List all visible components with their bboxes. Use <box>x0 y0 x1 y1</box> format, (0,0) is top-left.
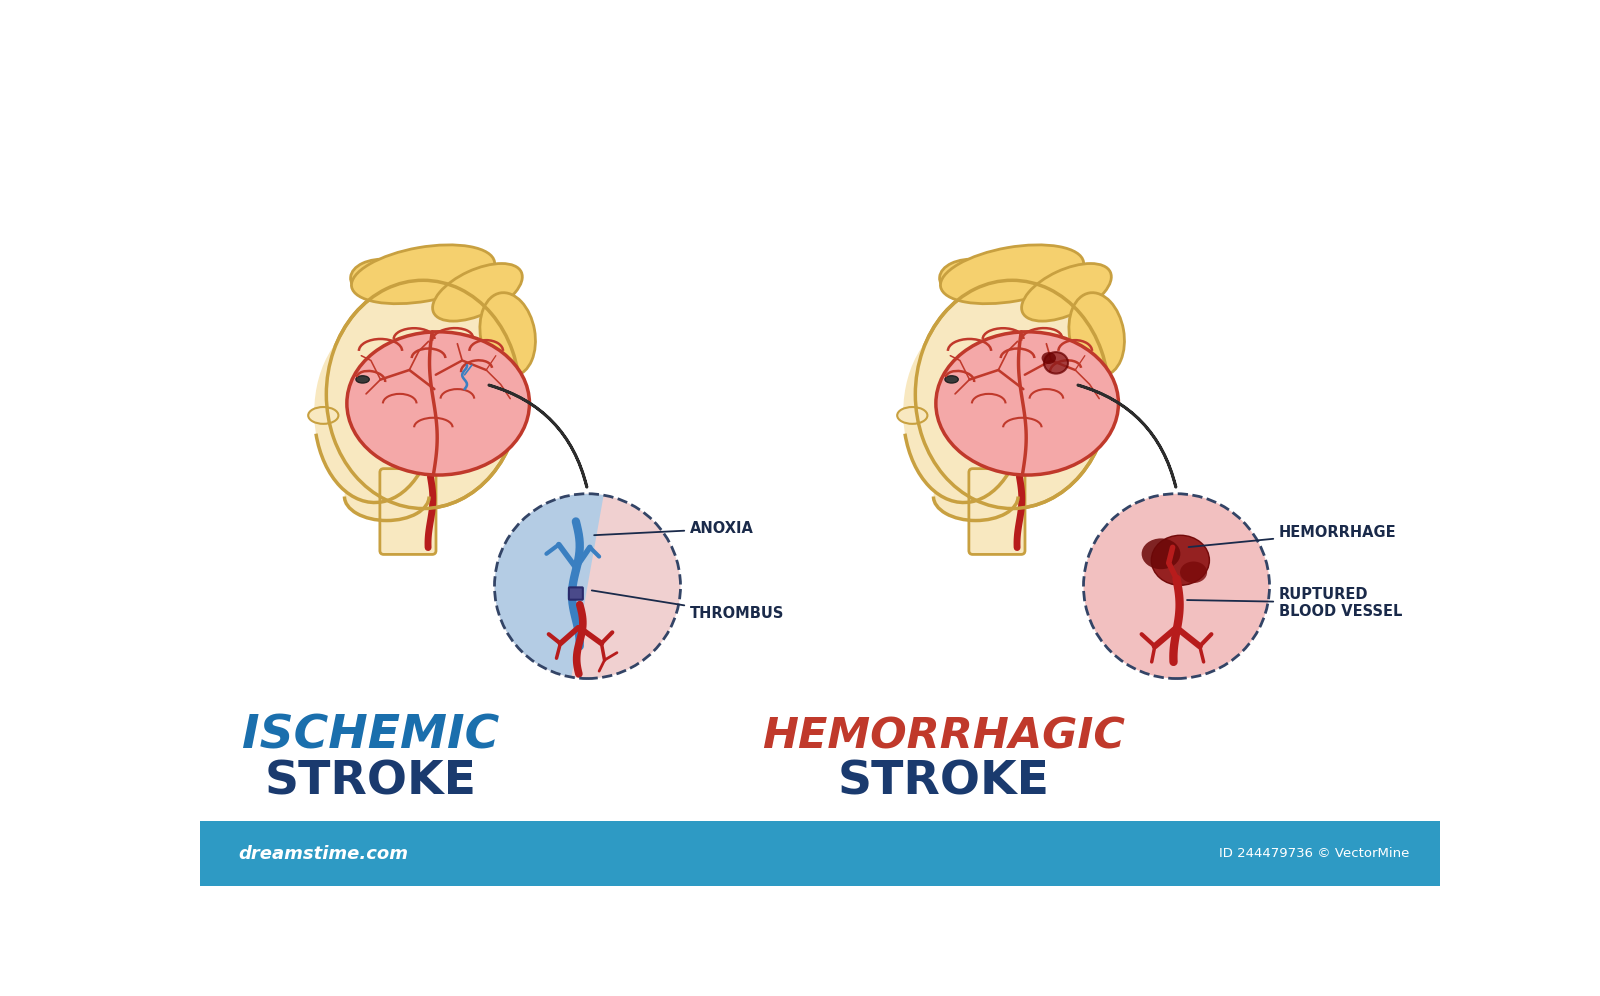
FancyBboxPatch shape <box>379 469 435 555</box>
Ellipse shape <box>350 259 422 302</box>
Ellipse shape <box>314 323 435 503</box>
Wedge shape <box>494 494 603 677</box>
Ellipse shape <box>941 245 1083 304</box>
Ellipse shape <box>933 472 1018 521</box>
FancyArrowPatch shape <box>490 384 587 487</box>
FancyBboxPatch shape <box>970 469 1026 555</box>
FancyArrowPatch shape <box>1078 384 1176 487</box>
Text: HEMORRHAGIC: HEMORRHAGIC <box>763 715 1125 757</box>
Text: RUPTURED
BLOOD VESSEL: RUPTURED BLOOD VESSEL <box>1187 587 1402 619</box>
Ellipse shape <box>352 245 494 304</box>
Circle shape <box>494 494 680 678</box>
Ellipse shape <box>347 332 530 475</box>
Ellipse shape <box>1069 293 1125 376</box>
Ellipse shape <box>1179 562 1206 583</box>
Ellipse shape <box>480 293 536 376</box>
Ellipse shape <box>936 332 1118 475</box>
Ellipse shape <box>1142 539 1181 569</box>
Text: ID 244479736 © VectorMine: ID 244479736 © VectorMine <box>1219 848 1410 861</box>
Ellipse shape <box>898 407 928 424</box>
Ellipse shape <box>344 472 429 521</box>
Ellipse shape <box>1152 535 1210 586</box>
Text: STROKE: STROKE <box>264 760 477 805</box>
Bar <box>200 822 1440 886</box>
Text: THROMBUS: THROMBUS <box>592 591 784 622</box>
Ellipse shape <box>355 375 370 383</box>
Ellipse shape <box>1021 264 1112 321</box>
Ellipse shape <box>309 407 339 424</box>
Ellipse shape <box>326 280 520 509</box>
Text: ISCHEMIC: ISCHEMIC <box>242 714 499 759</box>
Ellipse shape <box>904 323 1024 503</box>
Ellipse shape <box>432 264 522 321</box>
Ellipse shape <box>939 259 1011 302</box>
Text: ANOXIA: ANOXIA <box>594 521 754 537</box>
Text: HEMORRHAGE: HEMORRHAGE <box>1189 525 1397 547</box>
FancyBboxPatch shape <box>570 588 582 600</box>
Ellipse shape <box>1042 353 1056 364</box>
Text: dreamstime.com: dreamstime.com <box>238 845 408 863</box>
Text: STROKE: STROKE <box>838 760 1050 805</box>
Ellipse shape <box>1043 353 1069 374</box>
Ellipse shape <box>915 280 1109 509</box>
Circle shape <box>1083 494 1269 678</box>
Ellipse shape <box>946 375 958 383</box>
